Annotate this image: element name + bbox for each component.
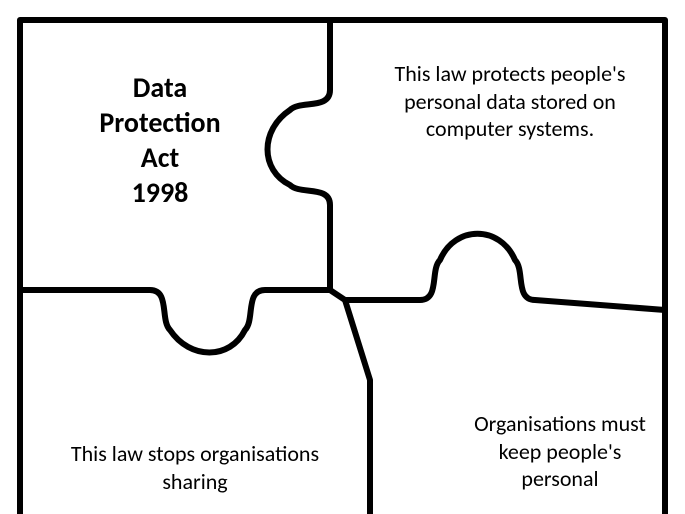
piece-bottom-left-text: This law stops organisations sharing: [60, 440, 330, 495]
puzzle-diagram: DataProtectionAct1998 This law protects …: [0, 0, 685, 514]
piece-bottom-right-text: Organisations must keep people's persona…: [460, 410, 660, 493]
piece-top-right-text: This law protects people's personal data…: [380, 60, 640, 143]
piece-top-left-text: DataProtectionAct1998: [60, 70, 260, 210]
